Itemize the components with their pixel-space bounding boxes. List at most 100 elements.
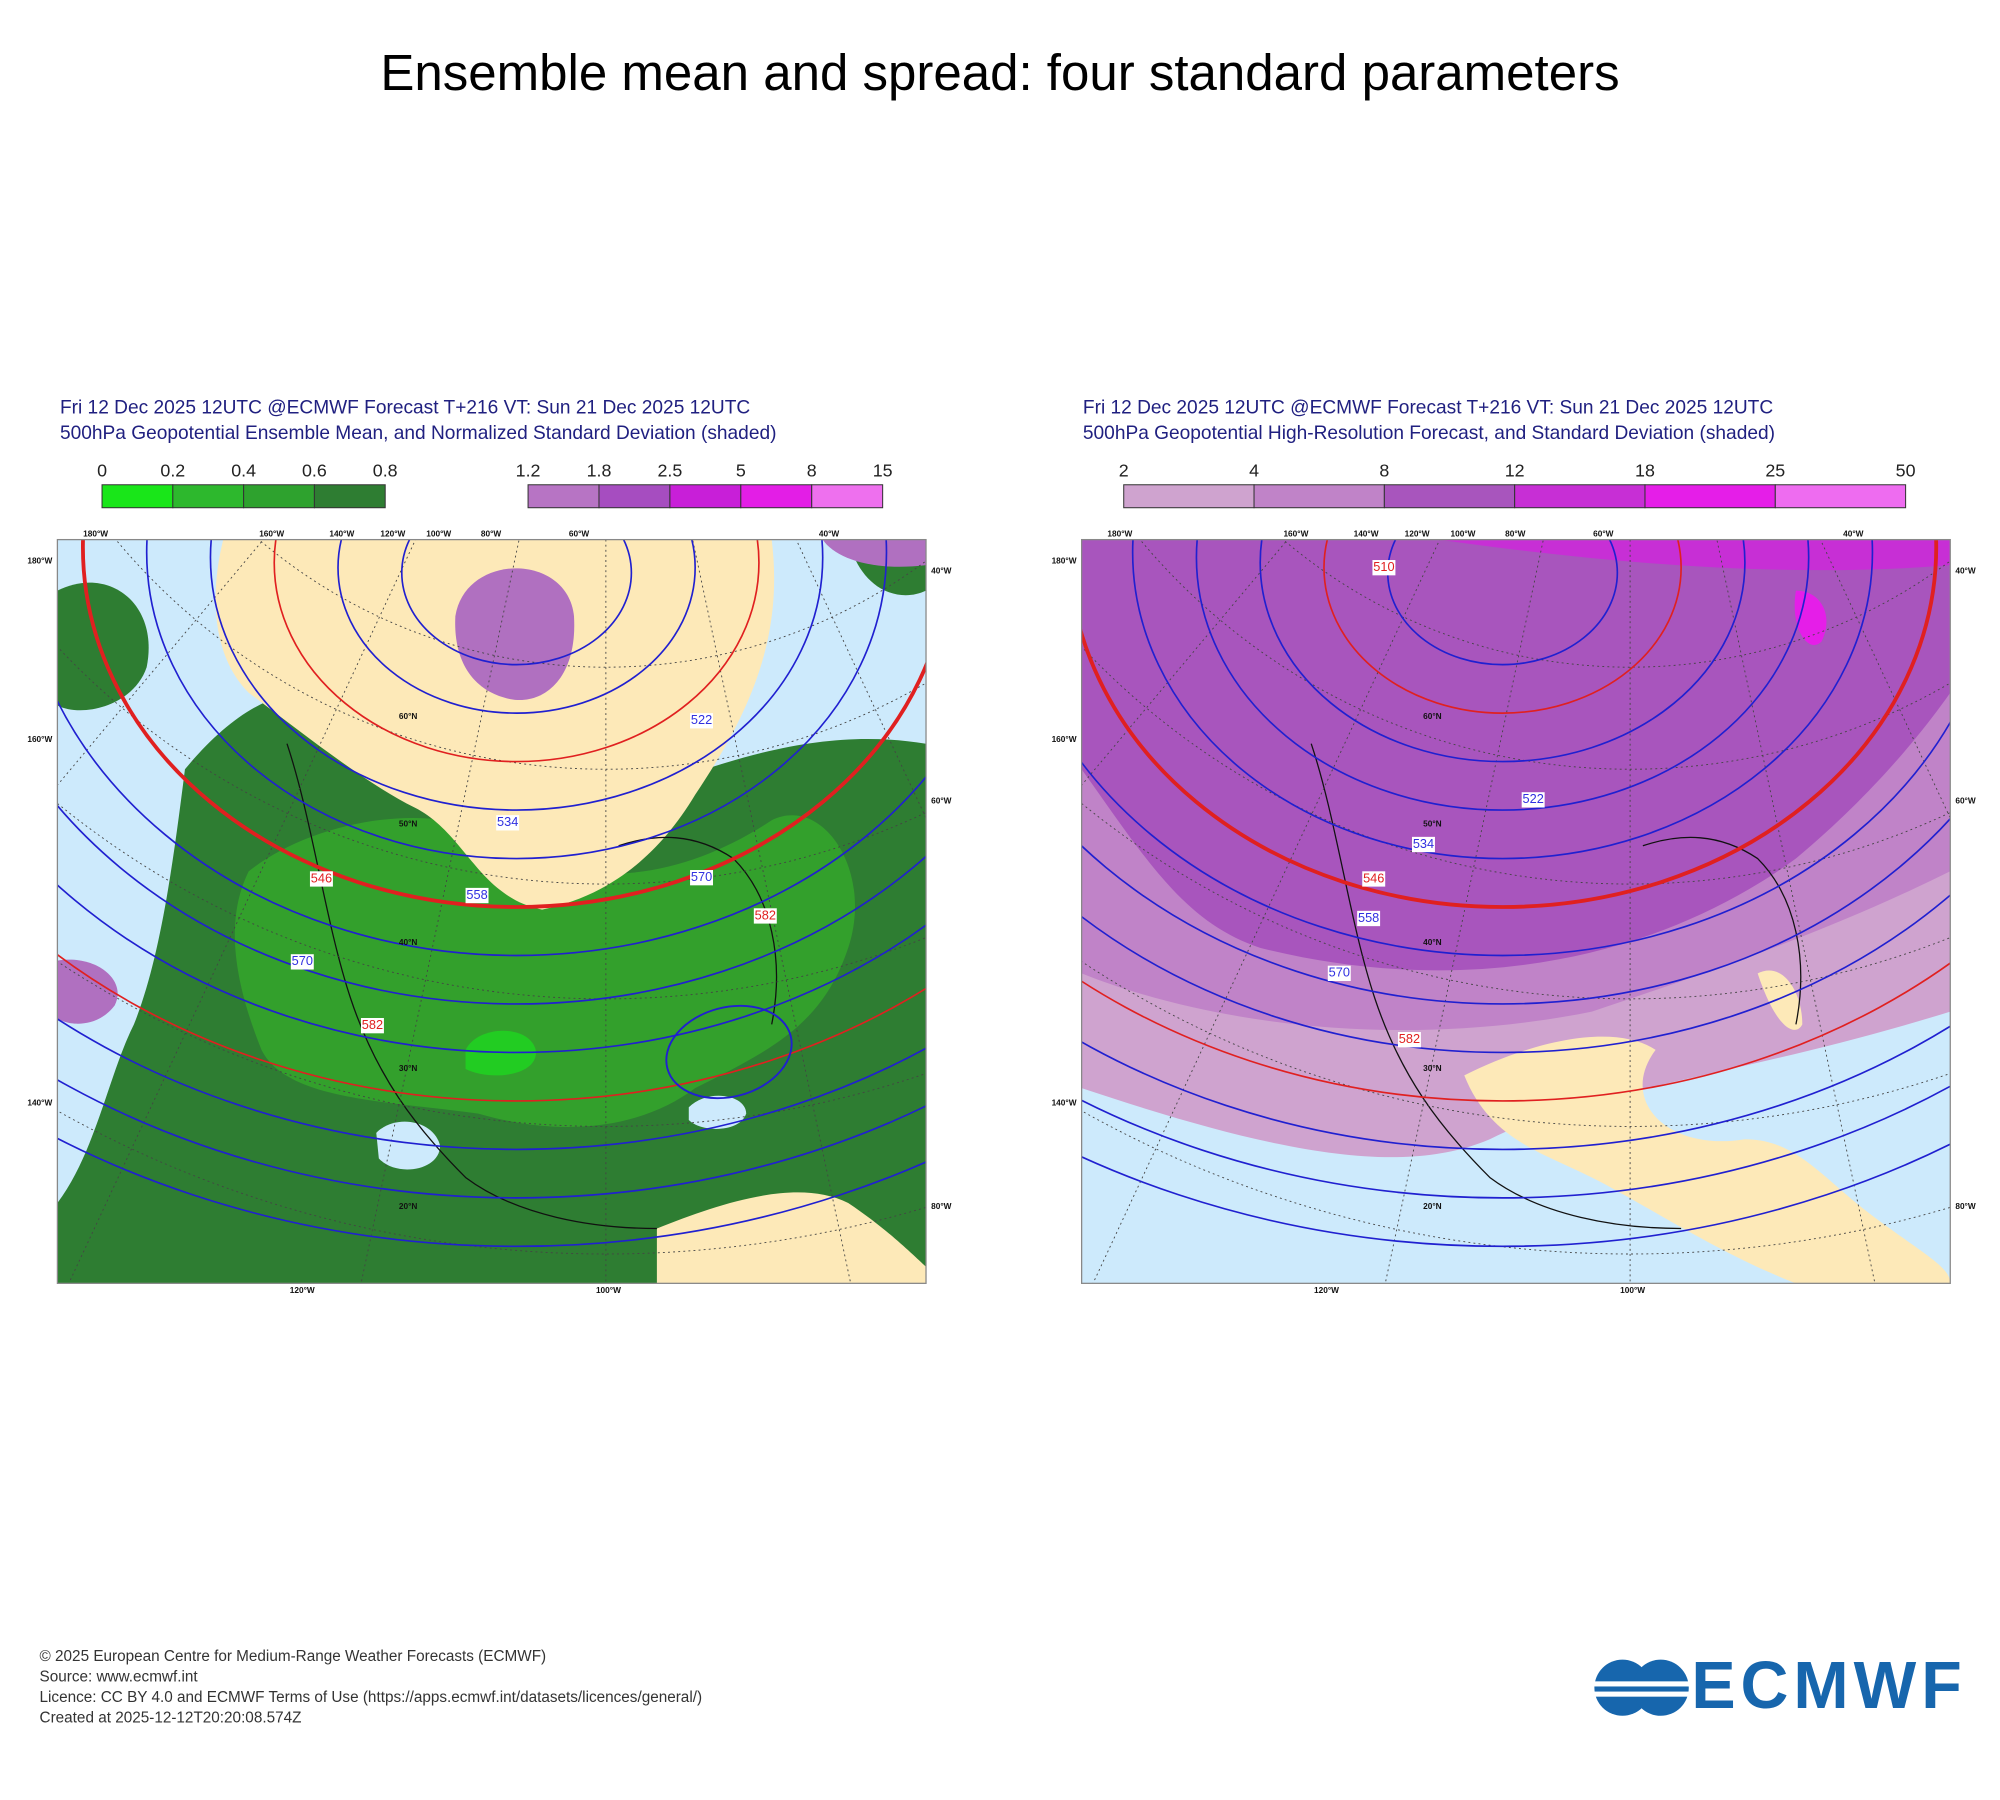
contour — [1081, 1143, 1951, 1247]
colorbar-swatch — [1644, 484, 1776, 509]
contour-label: 558 — [466, 887, 487, 902]
colorbar-label: 1.8 — [587, 461, 612, 481]
contour-label-bg — [1521, 792, 1545, 808]
panel-header: Fri 12 Dec 2025 12UTC @ECMWF Forecast T+… — [60, 397, 750, 418]
colorbar-label: 8 — [807, 461, 817, 481]
coordinate-label: 60°N — [1423, 711, 1442, 721]
contour-label: 558 — [1358, 910, 1379, 925]
contour — [57, 953, 927, 1102]
graticule — [1384, 539, 1544, 1284]
contour — [1081, 720, 1951, 957]
colorbar-label: 0.4 — [231, 461, 256, 481]
contour-label-bg — [290, 954, 314, 970]
coordinate-label: 20°N — [1423, 1201, 1442, 1211]
shading — [57, 959, 118, 1024]
graticule — [795, 539, 927, 820]
colorbar-label: 50 — [1896, 461, 1916, 481]
contour-label-bg — [1411, 836, 1435, 853]
contour — [400, 539, 633, 666]
footer-line: Source: www.ecmwf.int — [40, 1669, 199, 1686]
colorbar-swatch — [740, 484, 813, 509]
footer-line: Licence: CC BY 4.0 and ECMWF Terms of Us… — [40, 1689, 703, 1706]
colorbar-label: 1.2 — [516, 461, 541, 481]
coordinate-label: 100°W — [1620, 1285, 1645, 1295]
contour-label-bg — [496, 815, 520, 831]
contour-label: 546 — [1363, 870, 1384, 885]
coordinate-label: 120°W — [1314, 1285, 1339, 1295]
footer-line: Created at 2025-12-12T20:20:08.574Z — [40, 1709, 302, 1726]
coordinate-label: 80°W — [931, 1201, 952, 1211]
coordinate-label: 140°W — [329, 529, 354, 539]
contour — [57, 804, 927, 1005]
coordinate-label: 120°W — [290, 1285, 315, 1295]
contour — [145, 539, 888, 860]
colorbar-swatch — [172, 484, 245, 509]
map — [1081, 539, 1951, 1284]
contour — [1081, 962, 1951, 1102]
graticule — [68, 539, 417, 1284]
map — [57, 539, 927, 1284]
colorbar-swatch — [1253, 484, 1385, 509]
contour-label-bg — [1327, 965, 1351, 982]
page-title: Ensemble mean and spread: four standard … — [380, 44, 1619, 101]
coordinate-label: 180°W — [1107, 529, 1132, 539]
coordinate-label: 60°W — [1955, 795, 1976, 805]
colorbar-label: 18 — [1635, 461, 1655, 481]
contour-label-bg — [1397, 1032, 1421, 1048]
coordinate-label: 60°W — [1593, 529, 1614, 539]
contour-label: 534 — [497, 814, 518, 829]
contour — [1081, 893, 1951, 1054]
shading — [656, 1192, 927, 1284]
logo-mark — [1632, 1659, 1689, 1716]
shading — [1757, 970, 1803, 1030]
coordinate-label: 20°N — [399, 1201, 418, 1211]
graticule — [1092, 539, 1441, 1284]
contour — [57, 1017, 927, 1151]
colorbar-label: 8 — [1379, 461, 1389, 481]
colorbar-swatch — [101, 484, 174, 509]
contour-label-bg — [360, 1018, 384, 1034]
contour-label: 582 — [1399, 1031, 1420, 1046]
coastline — [1310, 743, 1682, 1230]
shading — [455, 568, 575, 701]
colorbar-label: 4 — [1249, 461, 1259, 481]
colorbar-label: 5 — [736, 461, 746, 481]
contour-label: 582 — [362, 1017, 383, 1032]
contour — [1081, 1025, 1951, 1151]
colorbar-label: 0 — [97, 461, 107, 481]
contour-label: 570 — [1329, 965, 1350, 980]
colorbar-label: 15 — [873, 461, 893, 481]
logo-mark — [1594, 1691, 1692, 1697]
contour — [1195, 539, 1810, 811]
coordinate-label: 100°W — [426, 529, 451, 539]
contour-label: 522 — [1523, 791, 1544, 806]
contour-label-bg — [1357, 910, 1381, 927]
graticule — [1819, 539, 1951, 820]
coordinate-label: 140°W — [1052, 1098, 1077, 1108]
coordinate-label: 80°W — [1955, 1201, 1976, 1211]
contour-label: 510 — [1373, 559, 1394, 574]
colorbar-label: 0.6 — [302, 461, 327, 481]
coordinate-label: 160°W — [259, 529, 284, 539]
coordinate-label: 100°W — [1451, 529, 1476, 539]
coordinate-label: 160°W — [27, 734, 52, 744]
coordinate-label: 120°W — [1405, 529, 1430, 539]
colorbar-swatch — [598, 484, 671, 509]
contour-label: 534 — [1413, 836, 1434, 851]
colorbar-swatch — [1123, 484, 1255, 509]
panel: Fri 12 Dec 2025 12UTC @ECMWF Forecast T+… — [1052, 397, 1976, 1295]
contour — [81, 539, 927, 909]
coordinate-label: 140°W — [27, 1098, 52, 1108]
contour-label: 522 — [691, 712, 712, 727]
shading — [822, 539, 927, 567]
graticule — [360, 539, 520, 1284]
contour-label-bg — [753, 908, 777, 924]
contour-label-bg — [690, 870, 714, 886]
colorbar-swatch — [1774, 484, 1907, 509]
footer-line: © 2025 European Centre for Medium-Range … — [40, 1648, 547, 1665]
panel: Fri 12 Dec 2025 12UTC @ECMWF Forecast T+… — [27, 397, 952, 1295]
shading — [376, 1121, 441, 1170]
contour-label-bg — [465, 887, 489, 904]
coordinate-label: 60°W — [931, 795, 952, 805]
coastline — [1642, 836, 1802, 1025]
